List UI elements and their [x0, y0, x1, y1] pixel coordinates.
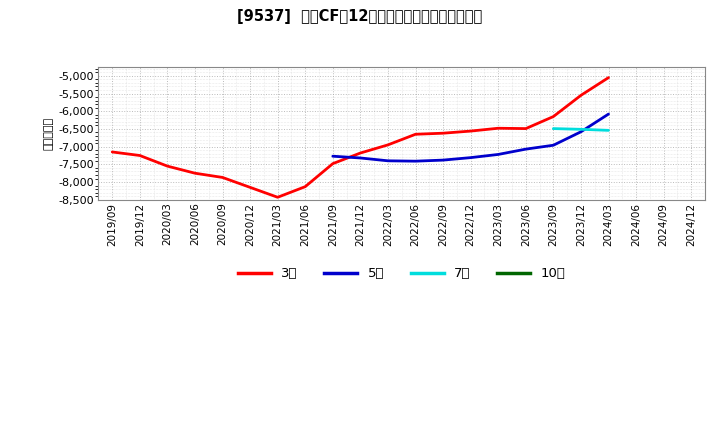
Text: [9537]  投賄CFだ12か月移動合計の平均値の推移: [9537] 投賄CFだ12か月移動合計の平均値の推移	[238, 9, 482, 24]
Legend: 3年, 5年, 7年, 10年: 3年, 5年, 7年, 10年	[233, 262, 571, 286]
Y-axis label: （百万円）: （百万円）	[44, 117, 54, 150]
